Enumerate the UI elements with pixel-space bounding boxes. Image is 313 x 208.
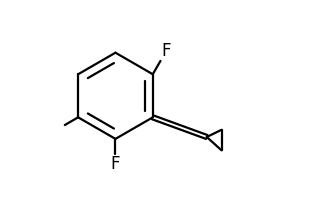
Text: F: F (111, 155, 120, 173)
Text: F: F (162, 42, 171, 60)
